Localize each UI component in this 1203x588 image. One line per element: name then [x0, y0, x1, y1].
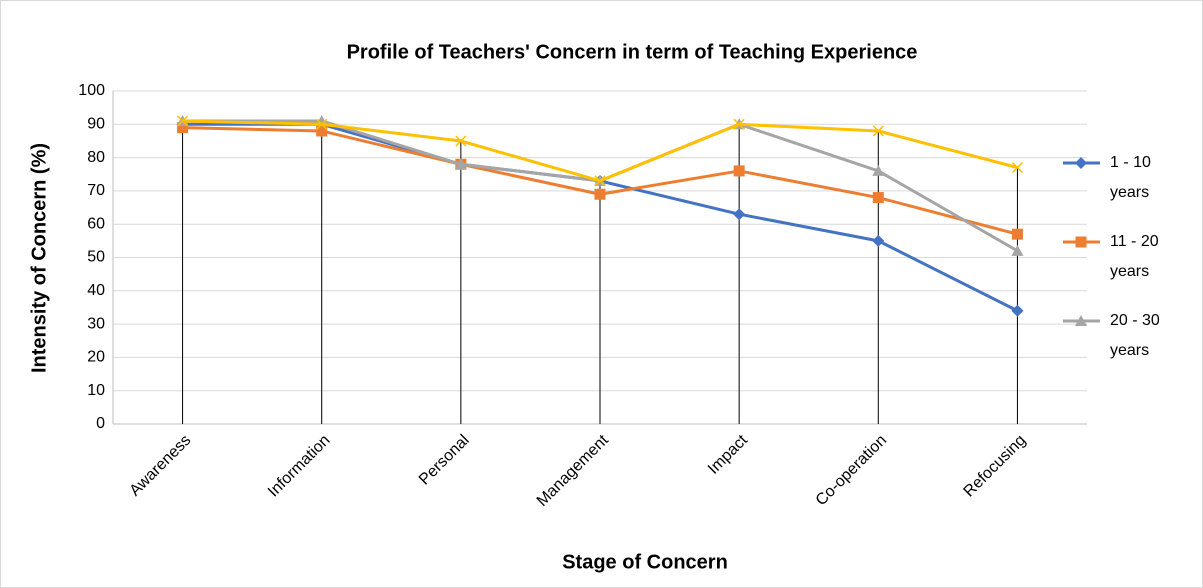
marker [733, 118, 745, 130]
legend-label: 1 - 10 years [1110, 154, 1151, 201]
marker [594, 188, 606, 200]
y-tick-label: 80 [87, 149, 105, 166]
marker [177, 115, 189, 127]
marker [733, 208, 746, 221]
marker [316, 118, 328, 130]
marker [872, 192, 884, 204]
y-tick-label: 50 [87, 249, 105, 266]
y-tick-label: 30 [87, 315, 105, 332]
marker [455, 135, 467, 147]
legend-label: 11 - 20 years [1110, 233, 1159, 280]
legend-label-line: 1 - 10 [1110, 154, 1151, 171]
marker [872, 164, 885, 176]
marker [454, 158, 467, 170]
marker [1011, 162, 1023, 174]
chart-title: Profile of Teachers' Concern in term of … [347, 41, 918, 63]
y-tick-label: 40 [87, 282, 105, 299]
marker [1075, 236, 1087, 248]
y-axis-title: Intensity of Concern (%) [28, 143, 50, 373]
marker [1011, 244, 1024, 256]
marker [733, 165, 745, 177]
marker [1011, 228, 1023, 240]
legend-label-line: 11 - 20 [1110, 233, 1159, 250]
y-tick-label: 10 [87, 382, 105, 399]
marker [872, 234, 885, 247]
marker [1075, 157, 1087, 169]
legend-label-line: years [1110, 263, 1149, 280]
legend-label-line: years [1110, 184, 1149, 201]
y-tick-label: 60 [87, 215, 105, 232]
marker [594, 175, 606, 187]
marker [1075, 315, 1087, 326]
marker [1011, 304, 1024, 317]
x-axis-title: Stage of Concern [562, 551, 728, 573]
y-tick-label: 100 [78, 82, 105, 99]
marker [872, 125, 884, 137]
y-tick-label: 0 [96, 415, 105, 432]
marker [316, 125, 328, 137]
y-tick-label: 90 [87, 116, 105, 133]
y-tick-label: 70 [87, 182, 105, 199]
legend-label-line: 20 - 30 [1110, 312, 1160, 329]
marker [177, 122, 189, 134]
legend-label-line: years [1110, 342, 1149, 359]
y-tick-label: 20 [87, 349, 105, 366]
legend-label: 20 - 30 years [1110, 312, 1160, 359]
